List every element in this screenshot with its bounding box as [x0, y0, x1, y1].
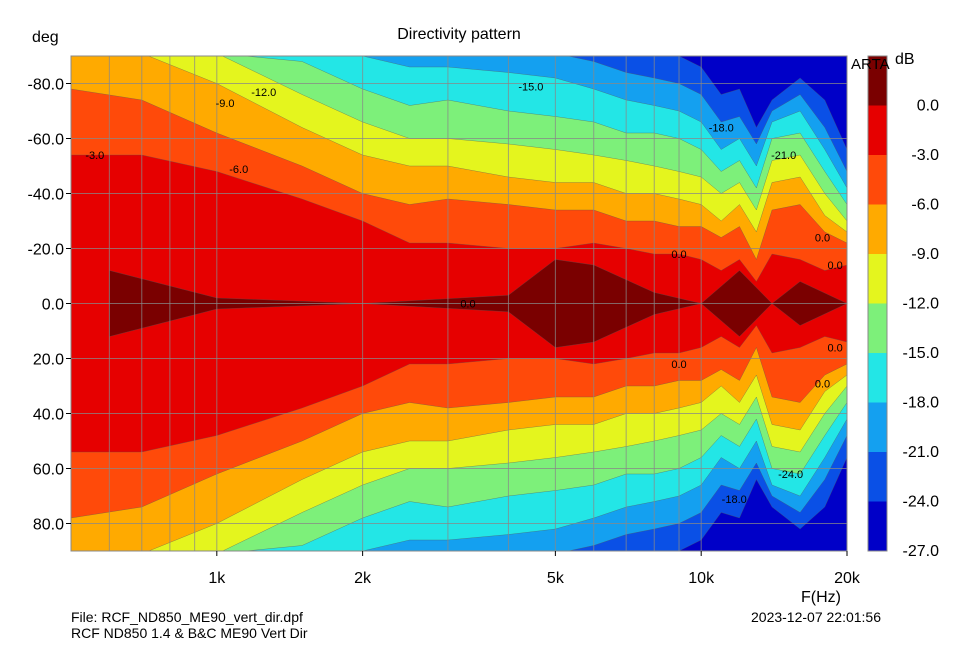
- x-tick-label: 2k: [354, 570, 372, 587]
- contour-label: -24.0: [778, 469, 803, 481]
- colorbar-tick-label: -18.0: [903, 395, 940, 412]
- colorbar-tick-label: -3.0: [911, 147, 939, 164]
- colorbar-swatch: [868, 303, 887, 353]
- y-tick-label: 80.0: [33, 517, 64, 534]
- colorbar-label: dB: [895, 51, 915, 68]
- colorbar: 0.0 -3.0 -6.0 -9.0 -12.0 -15.0 -18.0 -21.0 -24.0…: [867, 55, 940, 560]
- colorbar-tick-label: -24.0: [903, 494, 940, 511]
- contour-label: 0.0: [460, 299, 475, 311]
- y-tick-label: -60.0: [28, 132, 65, 149]
- colorbar-tick-label: -9.0: [911, 246, 939, 263]
- footer-timestamp: 2023-12-07 22:01:56: [751, 609, 881, 625]
- colorbar-tick-label: -15.0: [903, 345, 940, 362]
- y-tick-label: -80.0: [28, 77, 65, 94]
- colorbar-swatch: [868, 105, 887, 155]
- x-tick-label: 20k: [834, 570, 861, 587]
- x-ticks: 1k 2k 5k 10k 20k: [208, 551, 861, 587]
- colorbar-frame: [867, 55, 888, 552]
- contour-label: -21.0: [771, 150, 796, 162]
- y-tick-label: 60.0: [33, 462, 64, 479]
- colorbar-tick-label: -12.0: [903, 296, 940, 313]
- chart-title: Directivity pattern: [397, 26, 521, 43]
- contour-label: -12.0: [251, 87, 276, 99]
- colorbar-swatch: [868, 254, 887, 304]
- y-tick-label: 0.0: [42, 297, 64, 314]
- footer-file: File: RCF_ND850_ME90_vert_dir.dpf: [71, 609, 303, 625]
- contour-labels: -3.0 -9.0 -12.0 -6.0 -15.0 -18.0 -21.0 0.0 0.0 0.…: [85, 81, 842, 506]
- contour-label: -18.0: [722, 494, 747, 506]
- colorbar-swatch: [868, 452, 887, 502]
- y-tick-label: 40.0: [33, 407, 64, 424]
- contour-label: 0.0: [671, 359, 686, 371]
- contour-label: 0.0: [827, 260, 842, 272]
- colorbar-tick-label: -27.0: [903, 543, 940, 560]
- contour-label: -9.0: [216, 98, 235, 110]
- colorbar-tick-label: -6.0: [911, 197, 939, 214]
- y-tick-label: -40.0: [28, 187, 65, 204]
- contour-label: -3.0: [85, 150, 104, 162]
- colorbar-swatch: [868, 155, 887, 205]
- x-tick-label: 10k: [688, 570, 715, 587]
- colorbar-tick-label: 0.0: [917, 98, 939, 115]
- colorbar-tick-label: -21.0: [903, 444, 940, 461]
- colorbar-swatch: [868, 353, 887, 403]
- footer-description: RCF ND850 1.4 & B&C ME90 Vert Dir: [71, 625, 308, 641]
- contour-label: 0.0: [815, 233, 830, 245]
- contour-label: -6.0: [229, 164, 248, 176]
- contour-label: 0.0: [827, 343, 842, 355]
- x-tick-label: 1k: [208, 570, 226, 587]
- contour-label: 0.0: [815, 378, 830, 390]
- grid: [71, 56, 848, 551]
- y-tick-label: 20.0: [33, 352, 64, 369]
- y-axis-label: deg: [32, 29, 59, 46]
- arta-logo: ARTA: [851, 57, 890, 73]
- x-tick-label: 5k: [547, 570, 565, 587]
- x-axis-label: F(Hz): [801, 589, 841, 606]
- colorbar-swatch: [868, 56, 887, 106]
- y-tick-label: -20.0: [28, 242, 65, 259]
- colorbar-swatch: [868, 402, 887, 452]
- y-ticks: -80.0 -60.0 -40.0 -20.0 0.0 20.0 40.0 60.0 80.0: [28, 77, 71, 534]
- contour-label: 0.0: [671, 249, 686, 261]
- colorbar-swatch: [868, 501, 887, 551]
- contour-label: -18.0: [709, 123, 734, 135]
- colorbar-swatch: [868, 204, 887, 254]
- contour-label: -15.0: [518, 81, 543, 93]
